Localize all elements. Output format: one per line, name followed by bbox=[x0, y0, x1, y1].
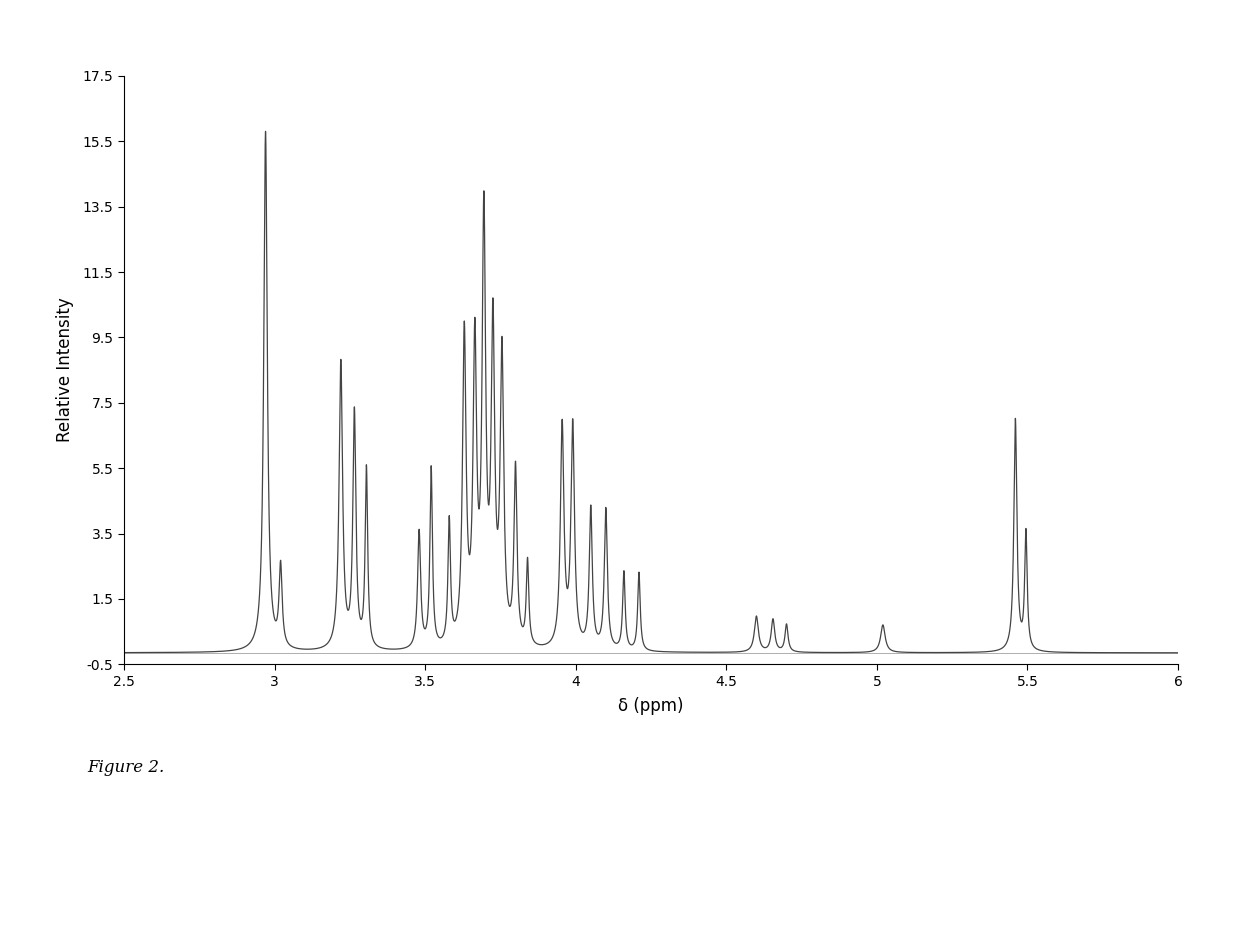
Y-axis label: Relative Intensity: Relative Intensity bbox=[56, 298, 74, 442]
Text: Figure 2.: Figure 2. bbox=[87, 759, 164, 776]
X-axis label: δ (ppm): δ (ppm) bbox=[619, 698, 683, 715]
